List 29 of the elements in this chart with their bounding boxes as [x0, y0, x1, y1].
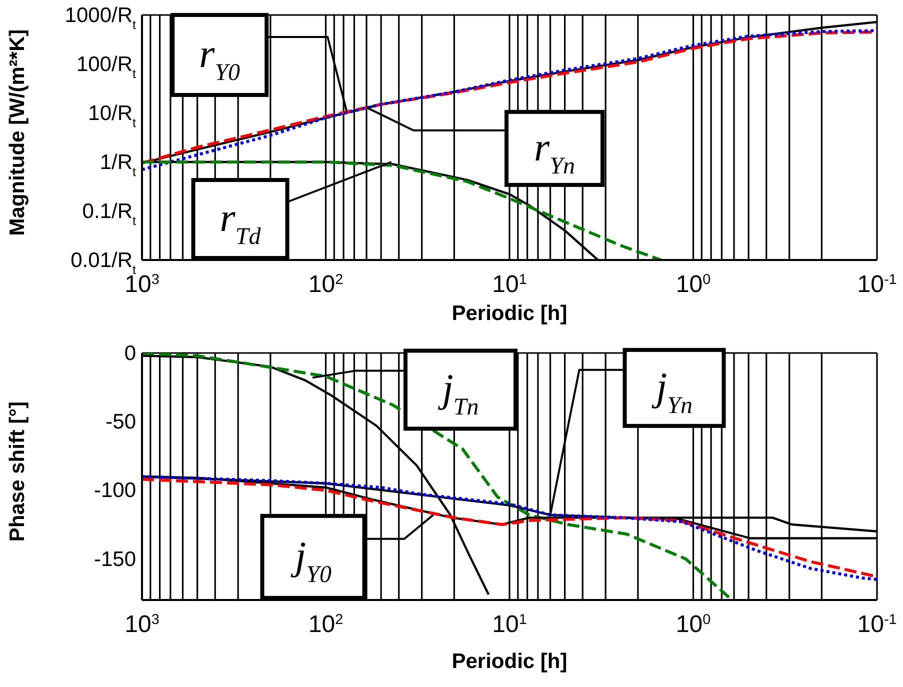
- y-tick-label: -50: [106, 410, 136, 434]
- annotation: j$_{Y0}$: [290, 532, 332, 588]
- x-axis-title: Periodic [h]: [452, 650, 568, 673]
- y-tick-label: -150: [94, 548, 136, 571]
- annotation: r$_{Td}$: [220, 195, 262, 250]
- x-tick-label: 10$^{1}$: [492, 271, 527, 298]
- y-axis-title: Phase shift [°]: [6, 401, 29, 542]
- y-tick-label: 1000/R$_{t}$: [64, 4, 136, 32]
- y-tick-label: 100/R$_{t}$: [76, 53, 136, 81]
- y-tick-label: 10/R$_{t}$: [88, 102, 136, 130]
- x-tick-label: 10$^{2}$: [308, 271, 344, 298]
- annotation: r$_{Y0}$: [199, 30, 240, 86]
- y-tick-label: 0.01/R$_{t}$: [70, 249, 136, 277]
- x-tick-label: 10$^{3}$: [124, 611, 160, 638]
- x-tick-label: 10$^{0}$: [676, 611, 711, 638]
- y-tick-label: -100: [94, 479, 136, 502]
- y-tick-label: 0: [124, 342, 136, 365]
- annotation: r$_{Yn}$: [534, 124, 575, 180]
- annotation: j$_{Yn}$: [651, 364, 693, 419]
- x-tick-label: 10$^{-1}$: [857, 271, 897, 298]
- x-axis-title: Periodic [h]: [452, 302, 568, 325]
- y-axis-title: Magnitude [W/(m²*K]: [6, 29, 29, 236]
- x-tick-label: 10$^{2}$: [308, 611, 344, 638]
- x-tick-label: 10$^{0}$: [676, 271, 711, 298]
- annotation: j$_{Tn}$: [437, 366, 479, 421]
- x-tick-label: 10$^{1}$: [492, 611, 527, 638]
- y-tick-label: 1/R$_{t}$: [100, 151, 136, 179]
- y-tick-label: 0.1/R$_{t}$: [82, 200, 136, 228]
- x-tick-label: 10$^{-1}$: [857, 611, 897, 638]
